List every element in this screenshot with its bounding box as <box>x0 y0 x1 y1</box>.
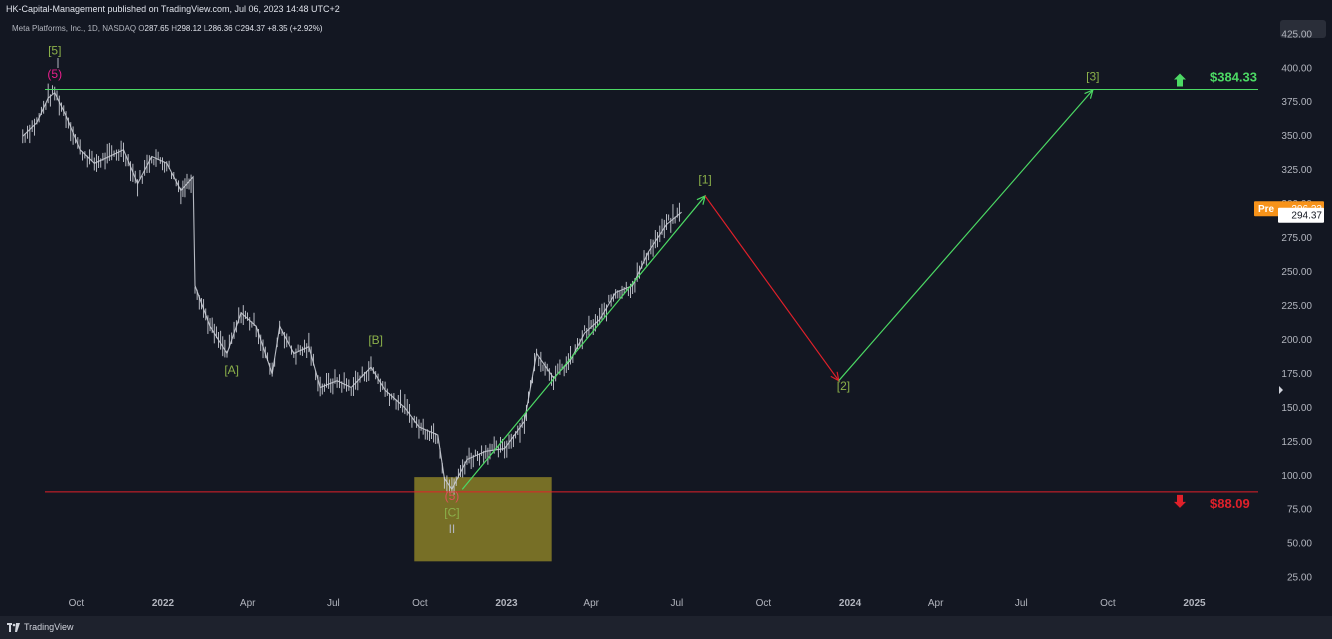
y-tick-label: 25.00 <box>1287 573 1312 584</box>
high-label: H <box>171 24 177 33</box>
close-value: 294.37 <box>240 24 266 33</box>
wave-labels: [5] (5) [A] [B] (5) [C] II [1] [2] [3] <box>47 44 1099 536</box>
wave-label: [B] <box>368 333 383 347</box>
close-label: C <box>234 24 241 33</box>
support-zone <box>414 477 552 562</box>
x-tick-label: Jul <box>1015 598 1028 609</box>
wave-label: [C] <box>444 506 459 520</box>
y-axis: 425.00400.00375.00350.00325.00300.00275.… <box>1281 29 1312 583</box>
open-value: 287.65 <box>144 24 169 33</box>
open-label: O <box>138 24 145 33</box>
projection-arrows <box>461 88 1094 490</box>
projection-segment <box>838 89 1094 382</box>
x-axis: Oct 2022 Apr Jul Oct 2023 Apr Jul Oct 2024 Apr Jul O… <box>69 598 1206 609</box>
y-tick-label: 200.00 <box>1281 335 1312 346</box>
y-tick-label: 125.00 <box>1281 437 1312 448</box>
y-tick-label: 350.00 <box>1281 131 1312 142</box>
scroll-right-icon <box>1279 386 1283 394</box>
price-chart[interactable]: $384.33 $88.09 [5] (5) [A] [B] (5) [C] II [1] [2]… <box>0 18 1332 616</box>
y-tick-label: 150.00 <box>1281 403 1312 414</box>
x-tick-label: Oct <box>1100 598 1116 609</box>
projection-segment <box>704 195 840 382</box>
x-tick-label: 2025 <box>1183 598 1206 609</box>
projection-segment <box>461 195 706 490</box>
y-tick-label: 100.00 <box>1281 471 1312 482</box>
zone <box>414 477 552 562</box>
x-tick-label: Oct <box>69 598 85 609</box>
published-text: HK-Capital-Management published on Tradi… <box>6 4 340 14</box>
y-tick-label: 425.00 <box>1281 29 1312 40</box>
price-line <box>22 91 682 491</box>
x-tick-label: Apr <box>928 598 944 609</box>
y-tick-label: 375.00 <box>1281 97 1312 108</box>
y-tick-label: 50.00 <box>1287 539 1312 550</box>
projection-arrowhead <box>830 371 840 382</box>
wave-label: [A] <box>224 363 239 377</box>
x-tick-label: Oct <box>756 598 772 609</box>
y-tick-label: 75.00 <box>1287 505 1312 516</box>
target-up-arrow-icon <box>1174 73 1186 87</box>
y-tick-label: 250.00 <box>1281 267 1312 278</box>
wave-label: [2] <box>837 379 850 393</box>
footer-bar: TradingView <box>0 616 1332 639</box>
price-series <box>22 58 682 495</box>
high-value: 298.12 <box>177 24 202 33</box>
x-tick-label: 2023 <box>495 598 518 609</box>
last-price-badge-value: 294.37 <box>1291 211 1322 222</box>
chart-svg: $384.33 $88.09 [5] (5) [A] [B] (5) [C] II [1] [2]… <box>22 29 1324 609</box>
wave-label: (5) <box>47 67 62 81</box>
wave-label: [1] <box>698 173 711 187</box>
x-tick-label: Apr <box>583 598 599 609</box>
stop-down-arrow-icon <box>1174 494 1186 508</box>
wave-label: [5] <box>48 44 61 58</box>
x-tick-label: Jul <box>327 598 340 609</box>
y-tick-label: 325.00 <box>1281 165 1312 176</box>
x-tick-label: Jul <box>670 598 683 609</box>
stop-level-label: $88.09 <box>1210 496 1250 511</box>
footer-brand[interactable]: TradingView <box>24 622 74 632</box>
x-tick-label: 2024 <box>839 598 862 609</box>
change-value: +8.35 (+2.92%) <box>267 24 323 33</box>
y-tick-label: 275.00 <box>1281 233 1312 244</box>
low-value: 286.36 <box>208 24 233 33</box>
levels: $384.33 $88.09 <box>45 70 1258 511</box>
pre-badge-label: Pre <box>1258 204 1275 215</box>
symbol-legend: Meta Platforms, Inc., 1D, NASDAQ O287.65… <box>12 24 323 33</box>
symbol-name: Meta Platforms, Inc., 1D, NASDAQ <box>12 24 137 33</box>
wave-label: [3] <box>1086 69 1099 83</box>
target-level-label: $384.33 <box>1210 70 1257 85</box>
last-price-badge-bg <box>1278 207 1324 223</box>
y-tick-label: 175.00 <box>1281 369 1312 380</box>
chart-controls-button[interactable] <box>1280 20 1326 38</box>
x-tick-label: Oct <box>412 598 428 609</box>
wave-label: II <box>449 522 456 536</box>
wave-label: (5) <box>445 489 460 503</box>
x-tick-label: Apr <box>240 598 256 609</box>
tradingview-logo-icon <box>7 623 20 632</box>
published-banner: HK-Capital-Management published on Tradi… <box>0 0 1332 18</box>
y-tick-label: 225.00 <box>1281 301 1312 312</box>
y-tick-label: 400.00 <box>1281 63 1312 74</box>
price-badges: Pre296.23294.37 <box>1254 201 1324 394</box>
projection-arrowhead <box>1084 88 1094 99</box>
low-label: L <box>203 24 209 33</box>
x-tick-label: 2022 <box>152 598 175 609</box>
